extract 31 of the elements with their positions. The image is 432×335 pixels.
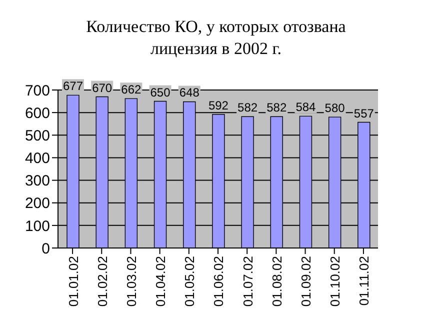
x-tick-label: 01.06.02 bbox=[211, 256, 226, 307]
data-label: 592 bbox=[208, 98, 229, 112]
y-tick-label: 500 bbox=[24, 127, 50, 144]
x-tick-label: 01.07.02 bbox=[240, 256, 256, 307]
y-tick-label: 300 bbox=[24, 172, 50, 190]
y-tick-label: 200 bbox=[24, 195, 50, 212]
data-label: 580 bbox=[324, 101, 346, 116]
data-label: 557 bbox=[354, 106, 374, 120]
x-tick-label: 01.02.02 bbox=[94, 256, 110, 307]
chart-title: Количество КО, у которых отозвана лицензия в 2002 г. bbox=[85, 16, 347, 60]
x-tick-label: 01.04.02 bbox=[153, 256, 168, 307]
y-tick-label: 600 bbox=[24, 104, 50, 122]
data-label: 648 bbox=[179, 86, 200, 100]
data-label: 677 bbox=[62, 79, 84, 94]
data-label: 662 bbox=[121, 82, 142, 97]
data-label: 582 bbox=[266, 100, 287, 115]
data-label: 650 bbox=[150, 85, 171, 100]
y-tick-label: 0 bbox=[42, 240, 50, 258]
x-tick-label: 01.09.02 bbox=[298, 256, 314, 307]
data-label: 584 bbox=[296, 100, 316, 114]
x-tick-label: 01.10.02 bbox=[328, 256, 343, 307]
x-tick-label: 01.08.02 bbox=[269, 256, 284, 307]
x-tick-label: 01.03.02 bbox=[124, 256, 139, 307]
y-tick-label: 100 bbox=[24, 218, 50, 235]
x-tick-label: 01.05.02 bbox=[182, 256, 198, 307]
x-tick-label: 01.11.02 bbox=[356, 256, 372, 306]
data-label: 670 bbox=[92, 80, 112, 95]
data-label: 582 bbox=[238, 100, 258, 115]
y-tick-label: 400 bbox=[24, 150, 50, 168]
x-tick-label: 01.01.02 bbox=[66, 256, 81, 307]
y-tick-label: 700 bbox=[24, 82, 50, 100]
